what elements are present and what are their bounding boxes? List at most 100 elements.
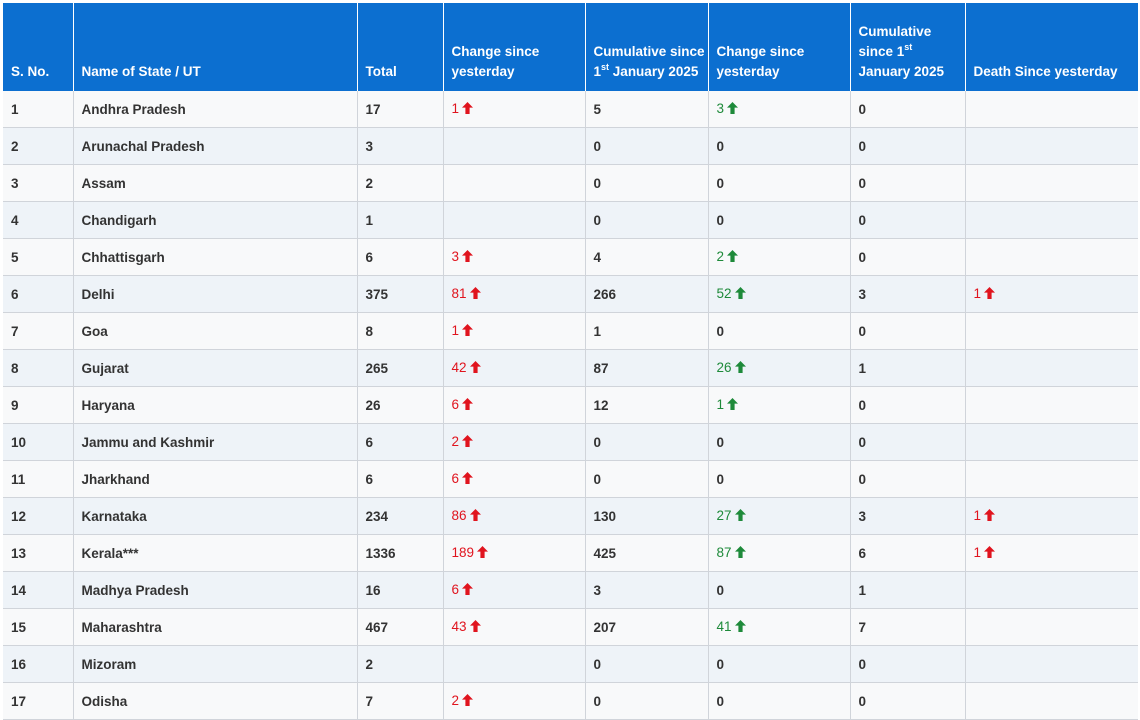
cell-cumulative-deaths-value: 7 bbox=[858, 619, 867, 635]
cell-change-cumulative-value: 0 bbox=[717, 694, 725, 709]
arrow-up-icon bbox=[469, 620, 481, 635]
cell-cumulative: 0 bbox=[585, 645, 709, 683]
cell-change-value: 2 bbox=[452, 693, 474, 708]
cell-change: 1 bbox=[443, 312, 586, 350]
cell-sno: 13 bbox=[3, 534, 74, 572]
table-row: 8 Gujarat 265 42 87 26 1 bbox=[3, 349, 1138, 387]
cell-cumulative: 0 bbox=[585, 164, 709, 202]
arrow-up-icon bbox=[734, 509, 746, 524]
cell-sno-value: 4 bbox=[11, 212, 19, 228]
cell-change-value: 6 bbox=[452, 471, 474, 486]
arrow-up-icon bbox=[469, 509, 481, 524]
cell-sno-value: 16 bbox=[11, 656, 27, 672]
cell-change-number: 6 bbox=[451, 582, 460, 597]
cell-change-value: 189 bbox=[452, 545, 489, 560]
arrow-up-icon bbox=[469, 287, 481, 302]
cell-change-cumulative-number: 0 bbox=[716, 212, 725, 228]
cell-state: Delhi bbox=[73, 275, 358, 313]
cell-sno-value: 1 bbox=[11, 101, 19, 117]
cell-cumulative-value: 0 bbox=[593, 434, 602, 450]
cell-state-value: Haryana bbox=[81, 397, 135, 413]
table-row: 6 Delhi 375 81 266 52 3 1 bbox=[3, 275, 1138, 313]
cell-state-value: Odisha bbox=[81, 693, 128, 709]
cell-cumulative-value: 4 bbox=[593, 249, 602, 265]
cell-cumulative-deaths: 0 bbox=[850, 91, 966, 128]
table-row: 17 Odisha 7 2 0 0 0 bbox=[3, 682, 1138, 720]
cell-sno-value: 11 bbox=[11, 471, 26, 487]
cell-total: 467 bbox=[357, 608, 444, 646]
arrow-up-icon bbox=[462, 398, 474, 413]
cell-cumulative-deaths: 1 bbox=[850, 571, 966, 609]
cell-change: 81 bbox=[443, 275, 586, 313]
cell-death-change-value: 1 bbox=[974, 508, 996, 523]
cell-death-change-value: 1 bbox=[974, 545, 996, 560]
arrow-up-icon bbox=[727, 398, 739, 413]
header-change-label: Change since yesterday bbox=[451, 44, 540, 79]
cell-change-cumulative-value: 0 bbox=[717, 435, 725, 450]
cell-change-cumulative-value: 0 bbox=[717, 472, 725, 487]
table-row: 1 Andhra Pradesh 17 1 5 3 0 bbox=[3, 91, 1138, 128]
arrow-up-icon bbox=[477, 546, 489, 561]
cell-change-cumulative: 0 bbox=[708, 571, 851, 609]
cell-total: 6 bbox=[357, 423, 444, 461]
cell-death-change bbox=[965, 571, 1138, 609]
cell-change-cumulative-number: 0 bbox=[716, 138, 725, 154]
cell-cumulative: 12 bbox=[585, 386, 709, 424]
cell-change-cumulative: 0 bbox=[708, 127, 851, 165]
cell-cumulative-deaths-value: 0 bbox=[858, 138, 867, 154]
header-cumulative-date-2: January 2025 bbox=[858, 64, 945, 79]
cell-change-cumulative-number: 41 bbox=[716, 619, 732, 634]
cell-death-change-number: 1 bbox=[973, 508, 982, 523]
cell-cumulative: 207 bbox=[585, 608, 709, 646]
cell-state-value: Mizoram bbox=[81, 656, 137, 672]
header-state: Name of State / UT bbox=[73, 3, 358, 91]
arrow-up-icon bbox=[734, 546, 746, 561]
header-sno: S. No. bbox=[3, 3, 74, 91]
header-cumulative-sup-2: st bbox=[904, 42, 913, 52]
table-row: 15 Maharashtra 467 43 207 41 7 bbox=[3, 608, 1138, 646]
cell-cumulative: 0 bbox=[585, 201, 709, 239]
cell-change-cumulative-number: 2 bbox=[716, 249, 725, 264]
cell-death-change bbox=[965, 164, 1138, 202]
cell-state: Arunachal Pradesh bbox=[73, 127, 358, 165]
cell-death-change bbox=[965, 312, 1138, 350]
cell-total-value: 2 bbox=[365, 175, 374, 191]
cell-change-number: 3 bbox=[451, 249, 460, 264]
cell-sno: 3 bbox=[3, 164, 74, 202]
cell-change-number: 1 bbox=[451, 101, 460, 116]
cell-state: Maharashtra bbox=[73, 608, 358, 646]
arrow-up-icon bbox=[734, 287, 746, 302]
cell-sno-value: 2 bbox=[11, 138, 19, 154]
table-row: 12 Karnataka 234 86 130 27 3 1 bbox=[3, 497, 1138, 535]
cell-cumulative: 1 bbox=[585, 312, 709, 350]
cell-sno: 15 bbox=[3, 608, 74, 646]
cell-sno: 5 bbox=[3, 238, 74, 276]
table-row: 10 Jammu and Kashmir 6 2 0 0 0 bbox=[3, 423, 1138, 461]
cell-cumulative: 0 bbox=[585, 423, 709, 461]
table-row: 13 Kerala*** 1336 189 425 87 6 1 bbox=[3, 534, 1138, 572]
cell-change-cumulative: 52 bbox=[708, 275, 851, 313]
header-cumulative-since-jan-2: Cumulative since 1st January 2025 bbox=[850, 3, 966, 91]
cell-change-number: 6 bbox=[451, 471, 460, 486]
cell-cumulative-value: 0 bbox=[593, 693, 602, 709]
cell-change-number: 43 bbox=[451, 619, 467, 634]
cell-change-number: 6 bbox=[451, 397, 460, 412]
cell-sno-value: 15 bbox=[11, 619, 27, 635]
cell-state-value: Jammu and Kashmir bbox=[81, 434, 215, 450]
cell-state: Assam bbox=[73, 164, 358, 202]
cell-state: Kerala*** bbox=[73, 534, 358, 572]
cell-change-cumulative-number: 0 bbox=[716, 434, 725, 450]
arrow-up-icon bbox=[727, 102, 739, 117]
cell-change: 43 bbox=[443, 608, 586, 646]
cell-change-cumulative: 41 bbox=[708, 608, 851, 646]
cell-sno: 10 bbox=[3, 423, 74, 461]
cell-change-cumulative-number: 0 bbox=[716, 582, 725, 598]
cell-change-cumulative: 0 bbox=[708, 645, 851, 683]
cell-death-change bbox=[965, 127, 1138, 165]
cell-cumulative-value: 0 bbox=[593, 138, 602, 154]
cell-change bbox=[443, 164, 586, 202]
cell-sno-value: 6 bbox=[11, 286, 19, 302]
cell-change-value: 81 bbox=[452, 286, 481, 301]
cell-total: 8 bbox=[357, 312, 444, 350]
cell-change-value: 1 bbox=[452, 101, 474, 116]
